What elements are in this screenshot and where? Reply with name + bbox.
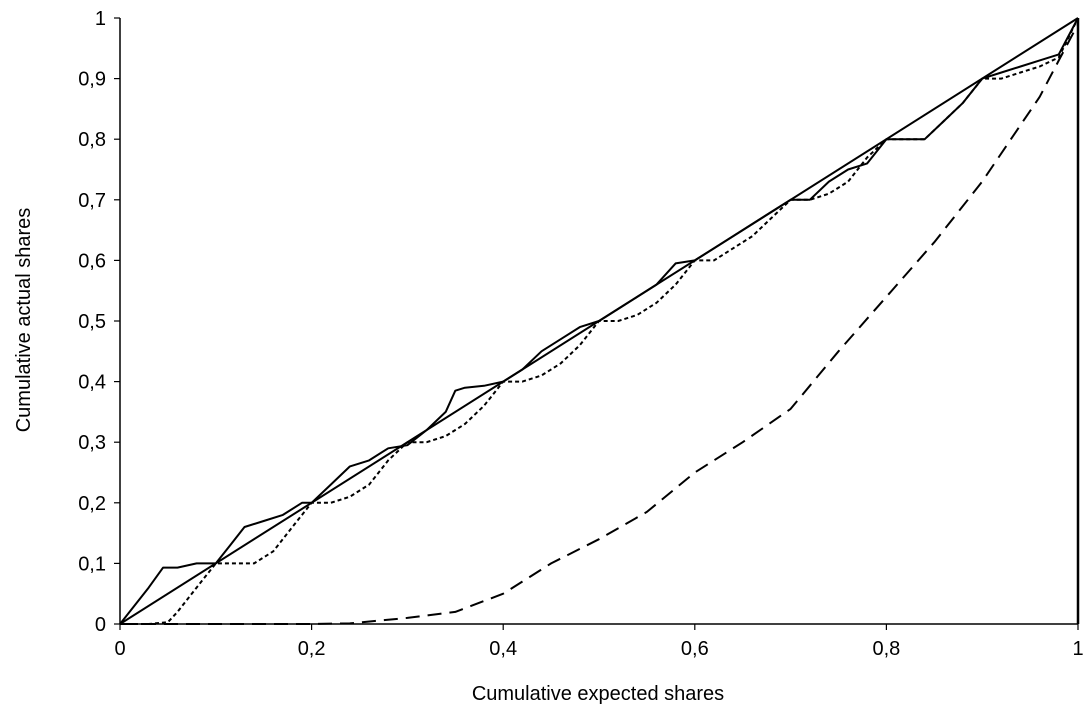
- dashed-line-series-3: [120, 23, 1079, 625]
- x-tick-label: 1: [1072, 638, 1083, 660]
- y-tick-label: 0: [95, 614, 106, 636]
- y-tick-label: 0,4: [78, 372, 106, 394]
- y-tick-label: 1: [95, 8, 106, 30]
- y-tick-label: 0,1: [78, 553, 106, 575]
- y-tick-label: 0,2: [78, 493, 106, 515]
- y-tick-label: 0,9: [78, 69, 106, 91]
- dotted-line-series-2: [120, 17, 1079, 625]
- x-tick-label: 0: [114, 638, 125, 660]
- x-axis-title: Cumulative expected shares: [472, 683, 724, 705]
- solid-line-series-1: [119, 17, 1079, 625]
- x-tick-label: 0,6: [681, 638, 709, 660]
- x-tick-label: 0,2: [298, 638, 326, 660]
- y-tick-label: 0,7: [78, 190, 106, 212]
- y-tick-label: 0,6: [78, 250, 106, 272]
- y-tick-label: 0,8: [78, 129, 106, 151]
- y-axis-title: Cumulative actual shares: [13, 208, 35, 433]
- x-axis-ticks: 0 0,2 0,4 0,6 0,8 1: [114, 624, 1083, 660]
- y-tick-label: 0,3: [78, 432, 106, 454]
- plot-lines: [119, 17, 1079, 625]
- y-axis-ticks: 0 0,1 0,2 0,3 0,4 0,5 0,6 0,7 0,8 0,9 1: [78, 8, 120, 636]
- x-tick-label: 0,4: [489, 638, 517, 660]
- y-tick-label: 0,5: [78, 311, 106, 333]
- x-tick-label: 0,8: [872, 638, 900, 660]
